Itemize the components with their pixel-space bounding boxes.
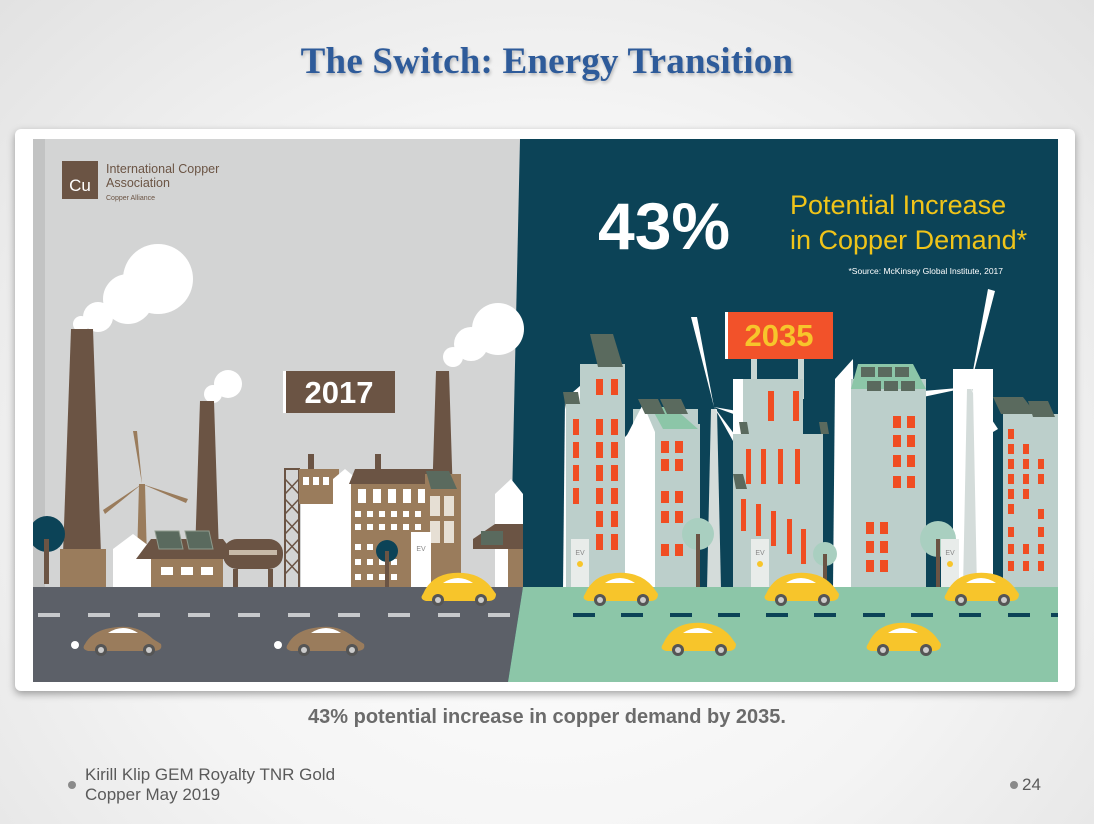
headline-stat: 43% Potential Increase in Copper Demand*… bbox=[598, 189, 1028, 276]
bullet-icon bbox=[1010, 781, 1018, 789]
svg-text:Association: Association bbox=[106, 176, 170, 190]
copper-logo-icon bbox=[62, 161, 98, 199]
ev-charger-icon: EV EV EV bbox=[571, 539, 959, 589]
headline-percent: 43% bbox=[598, 189, 730, 263]
solar-panel-icon bbox=[154, 530, 214, 550]
electric-car-icon bbox=[944, 572, 1019, 606]
past-road bbox=[33, 587, 523, 682]
svg-text:Cu: Cu bbox=[69, 176, 91, 195]
electric-car-icon bbox=[421, 572, 496, 606]
smoke-cloud-icon bbox=[73, 244, 524, 403]
slide-caption: 43% potential increase in copper demand … bbox=[308, 706, 786, 728]
ica-logo: Cu International Copper Association Copp… bbox=[62, 161, 219, 202]
future-road bbox=[508, 587, 1058, 682]
page-number: 24 bbox=[1022, 775, 1041, 794]
slide-footer: Kirill Klip GEM Royalty TNR Gold Copper … bbox=[85, 765, 335, 805]
logo-name: International Copper bbox=[106, 162, 219, 176]
electric-car-icon bbox=[661, 622, 736, 656]
sign-2017-label: 2017 bbox=[305, 375, 374, 410]
gas-car-icon bbox=[274, 626, 365, 656]
electric-car-icon bbox=[866, 622, 941, 656]
energy-transition-infographic: 2017 EV bbox=[33, 139, 1058, 682]
slide-title: The Switch: Energy Transition bbox=[300, 41, 794, 82]
gas-car-icon bbox=[71, 626, 162, 656]
electric-car-icon bbox=[764, 572, 839, 606]
svg-text:EV: EV bbox=[575, 550, 585, 557]
bullet-icon bbox=[68, 781, 76, 789]
headline-line1: Potential Increase bbox=[790, 190, 1006, 220]
logo-tagline: Copper Alliance bbox=[106, 195, 155, 202]
electric-car-icon bbox=[583, 572, 658, 606]
svg-text:EV: EV bbox=[755, 550, 765, 557]
headline-line2: in Copper Demand* bbox=[790, 225, 1028, 255]
chimney-icon bbox=[63, 329, 453, 554]
headline-source: *Source: McKinsey Global Institute, 2017 bbox=[849, 266, 1004, 276]
footer-line1: Kirill Klip GEM Royalty TNR Gold bbox=[85, 765, 336, 784]
svg-text:EV: EV bbox=[945, 550, 955, 557]
sign-2035-label: 2035 bbox=[745, 318, 814, 353]
footer-line2: Copper May 2019 bbox=[85, 785, 221, 804]
svg-text:EV: EV bbox=[416, 546, 426, 553]
